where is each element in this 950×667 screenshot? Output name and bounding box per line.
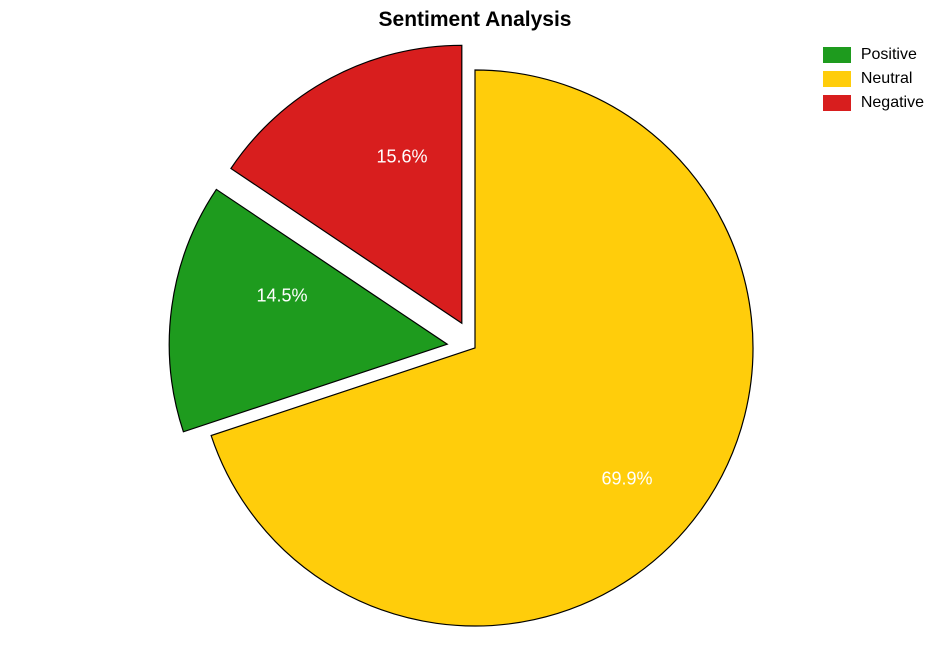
legend-item-negative: Negative	[823, 94, 924, 112]
slice-label-negative: 15.6%	[376, 147, 427, 168]
legend-label-positive: Positive	[861, 46, 917, 64]
slice-label-neutral: 69.9%	[601, 469, 652, 490]
legend: Positive Neutral Negative	[823, 46, 924, 112]
pie-chart	[0, 0, 950, 662]
legend-item-positive: Positive	[823, 46, 924, 64]
slice-label-positive: 14.5%	[256, 286, 307, 307]
legend-swatch-neutral	[823, 71, 851, 87]
legend-swatch-negative	[823, 95, 851, 111]
legend-label-neutral: Neutral	[861, 70, 913, 88]
legend-swatch-positive	[823, 47, 851, 63]
legend-item-neutral: Neutral	[823, 70, 924, 88]
legend-label-negative: Negative	[861, 94, 924, 112]
